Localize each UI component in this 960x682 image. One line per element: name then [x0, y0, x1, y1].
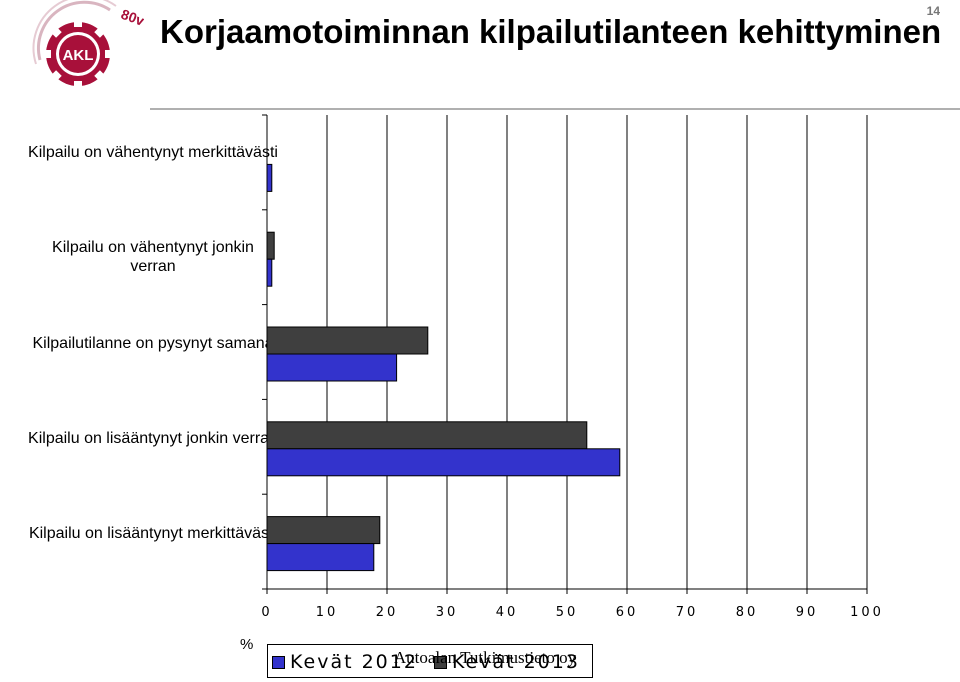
- x-axis-unit: %: [240, 636, 254, 653]
- x-tick-label: 70: [675, 605, 699, 620]
- logo-badge: 80v: [119, 6, 144, 29]
- legend-label: Kevät 2012: [290, 651, 418, 673]
- bar-kevat-2012: [266, 448, 621, 477]
- page-number: 14: [926, 4, 940, 18]
- legend-swatch-kevat-2013: [434, 656, 447, 669]
- bar-kevat-2012: [266, 543, 375, 572]
- category-label: Kilpailutilanne on pysynyt samana: [32, 335, 274, 352]
- logo-text: AKL: [63, 47, 94, 64]
- x-tick-label: 20: [375, 605, 399, 620]
- x-tick-label: 60: [615, 605, 639, 620]
- x-tick-label: 50: [555, 605, 579, 620]
- chart-legend: Kevät 2012 Kevät 2013: [267, 644, 593, 678]
- category-label: Kilpailu on lisääntynyt merkittävästi: [28, 525, 278, 542]
- x-tick-label: 100: [850, 605, 884, 620]
- bar-kevat-2013: [266, 326, 429, 355]
- bar-kevat-2013: [266, 516, 381, 545]
- category-label: Kilpailu on lisääntynyt jonkin verran: [28, 430, 278, 447]
- x-tick-label: 30: [435, 605, 459, 620]
- akl-logo: AKL 80v: [32, 0, 144, 89]
- page-title: Korjaamotoiminnan kilpailutilanteen kehi…: [160, 13, 942, 50]
- x-tick-label: 0: [261, 605, 273, 620]
- bar-kevat-2012: [266, 163, 273, 192]
- footer-source: Autoalan Tutkimustieto oy: [393, 648, 577, 667]
- x-tick-label: 80: [735, 605, 759, 620]
- x-tick-label: 90: [795, 605, 819, 620]
- header-divider: [150, 108, 960, 110]
- bar-kevat-2012: [266, 353, 398, 382]
- category-label: Kilpailu on vähentynyt jonkin verran: [52, 239, 254, 275]
- category-label: Kilpailu on vähentynyt merkittävästi: [28, 144, 278, 161]
- legend-swatch-kevat-2012: [272, 656, 285, 669]
- x-tick-label: 40: [495, 605, 519, 620]
- legend-label: Kevät 2013: [452, 651, 580, 673]
- bar-kevat-2013: [266, 421, 588, 450]
- x-tick-label: 10: [315, 605, 339, 620]
